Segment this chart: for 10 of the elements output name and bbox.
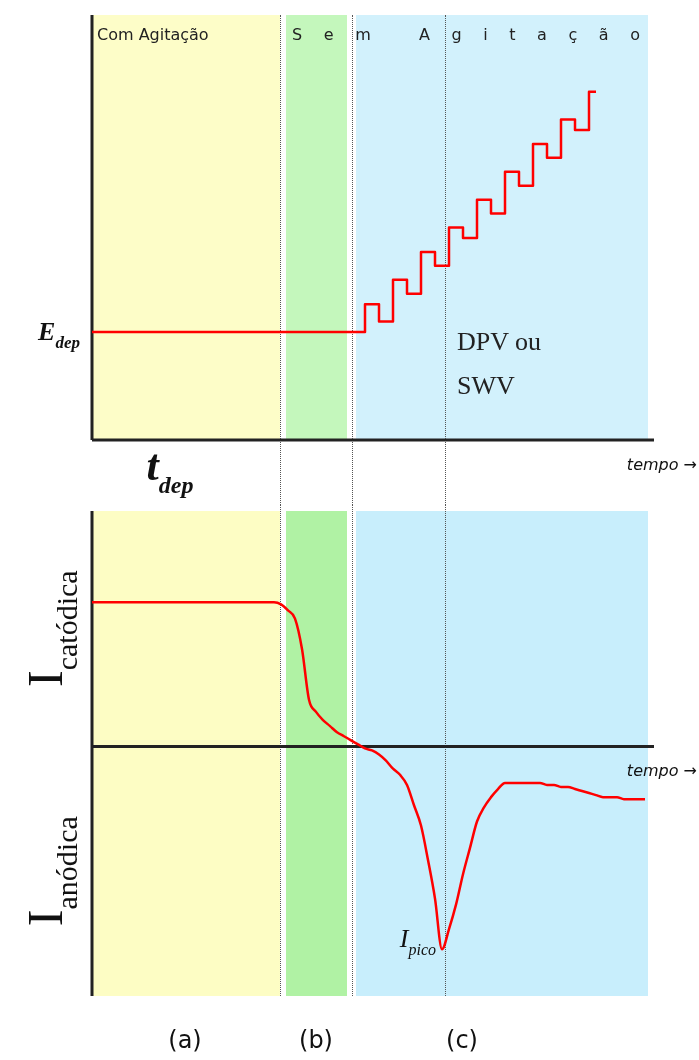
x-axis-title: tempo → (626, 761, 697, 781)
text: Com Agitação (97, 25, 209, 44)
text: Sem Agitação (292, 25, 662, 44)
text: (b) (299, 1026, 333, 1054)
text: (c) (446, 1026, 478, 1054)
x-axis-title: tempo → (626, 455, 697, 474)
annotation: DPV ou SWV (457, 327, 542, 401)
text: Icatódica (17, 570, 83, 687)
text: (a) (168, 1026, 202, 1054)
text: Ianódica (17, 816, 83, 927)
